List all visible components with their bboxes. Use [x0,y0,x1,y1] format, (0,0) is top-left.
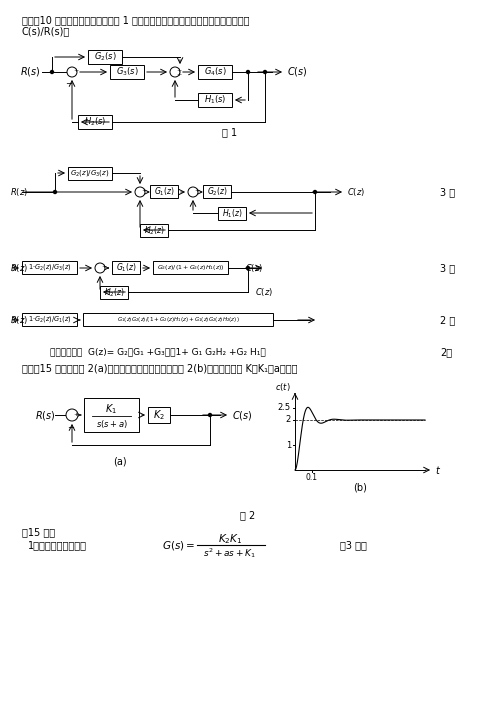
Text: $G_1(z)G_2(z)/(1+G_2(z)H_1(z)+G_1(z)G_2(z)H_2(z))$: $G_1(z)G_2(z)/(1+G_2(z)H_1(z)+G_1(z)G_2(… [117,315,240,324]
Text: $s(s+a)$: $s(s+a)$ [96,418,127,430]
Text: $t$: $t$ [435,464,441,476]
FancyBboxPatch shape [68,167,112,180]
Text: +: + [194,189,199,194]
Text: +: + [141,189,146,194]
Text: +: + [73,411,78,416]
FancyBboxPatch shape [203,185,231,198]
Text: $1⋅G_2(z)/G_1(z)$: $1⋅G_2(z)/G_1(z)$ [28,314,71,324]
Text: $K_2K_1$: $K_2K_1$ [218,532,242,546]
Text: $R(z)$: $R(z)$ [10,186,28,198]
Text: +: + [73,69,78,74]
Text: 3 分: 3 分 [440,263,455,273]
FancyBboxPatch shape [110,65,144,79]
Text: $H_2(s)$: $H_2(s)$ [84,116,106,128]
FancyBboxPatch shape [100,286,128,299]
FancyBboxPatch shape [198,93,232,107]
Circle shape [263,70,266,74]
FancyBboxPatch shape [112,261,140,274]
Text: +: + [176,72,181,77]
Text: $K_1$: $K_1$ [106,402,118,416]
FancyBboxPatch shape [153,261,228,274]
Circle shape [66,409,78,421]
Text: $C(z)$: $C(z)$ [347,186,365,198]
Circle shape [188,187,198,197]
FancyBboxPatch shape [148,407,170,423]
Text: 二、（15 分）设如图 2(a)所示系统的单位阶跃响应如图 2(b)所示，试确定 K、K₁和a的值。: 二、（15 分）设如图 2(a)所示系统的单位阶跃响应如图 2(b)所示，试确定… [22,363,298,373]
Circle shape [67,67,77,77]
FancyBboxPatch shape [218,207,246,220]
Circle shape [95,263,105,273]
Circle shape [208,413,211,416]
Text: C(s)/R(s)。: C(s)/R(s)。 [22,26,70,36]
Text: 2: 2 [286,416,291,425]
Text: 图 1: 图 1 [222,127,237,137]
Text: $C(z)$: $C(z)$ [245,262,263,274]
Text: $s^2 + as + K_1$: $s^2 + as + K_1$ [203,546,256,560]
Text: （3 分）: （3 分） [340,540,367,550]
FancyBboxPatch shape [78,115,112,129]
Text: 2 分: 2 分 [440,315,455,325]
Circle shape [51,70,54,74]
Text: $K_2$: $K_2$ [153,408,165,422]
Text: $G_3(s)$: $G_3(s)$ [116,66,138,78]
Text: （15 分）: （15 分） [22,527,55,537]
Text: +: + [176,69,181,74]
FancyBboxPatch shape [84,398,139,432]
FancyBboxPatch shape [22,261,77,274]
FancyBboxPatch shape [88,50,122,64]
Text: $G_2(z)/(1+G_2(z)H_1(z))$: $G_2(z)/(1+G_2(z)H_1(z))$ [157,263,224,272]
Text: $R(s)$: $R(s)$ [20,65,41,79]
Text: $G_1(z)$: $G_1(z)$ [154,185,175,198]
Text: 2分: 2分 [440,347,452,357]
Circle shape [247,267,249,270]
Circle shape [135,187,145,197]
FancyBboxPatch shape [22,313,77,326]
Text: $G(s) =$: $G(s) =$ [162,538,195,552]
Text: $H_2(z)$: $H_2(z)$ [104,286,124,299]
Text: $C(z)$: $C(z)$ [255,286,273,298]
Text: −: − [65,79,72,88]
Text: 图 2: 图 2 [241,510,255,520]
FancyBboxPatch shape [150,185,178,198]
FancyBboxPatch shape [140,224,168,237]
Text: 开环传递函数  G(z)= G₂（G₁ +G₃）（1+ G₁ G₂H₂ +G₂ H₁）: 开环传递函数 G(z)= G₂（G₁ +G₃）（1+ G₁ G₂H₂ +G₂ H… [50,347,266,356]
Text: $H_2(z)$: $H_2(z)$ [144,224,164,237]
Text: $C(s)$: $C(s)$ [232,409,252,421]
Text: $H_1(s)$: $H_1(s)$ [204,94,226,106]
Text: $H_1(z)$: $H_1(z)$ [222,207,243,220]
Text: 1: 1 [286,440,291,449]
Text: $G_2(z)/G_3(z)$: $G_2(z)/G_3(z)$ [70,168,110,178]
Text: $G_4(s)$: $G_4(s)$ [204,66,226,78]
Text: 0.1: 0.1 [306,473,318,482]
Text: $G_1(z)$: $G_1(z)$ [116,261,136,274]
Text: 一、（10 分）已知系统结构图如图 1 所示，试通过结构图等效变换求系统传递函数: 一、（10 分）已知系统结构图如图 1 所示，试通过结构图等效变换求系统传递函数 [22,15,249,25]
Text: (a): (a) [113,457,127,467]
Circle shape [54,190,57,194]
Text: +: + [101,265,106,270]
Text: $c(t)$: $c(t)$ [275,381,291,393]
Text: $R(z)$: $R(z)$ [10,314,28,326]
Text: 3 分: 3 分 [440,187,455,197]
Circle shape [247,70,249,74]
Text: $1⋅G_2(z)/G_3(z)$: $1⋅G_2(z)/G_3(z)$ [28,263,71,272]
Text: (b): (b) [353,482,367,492]
FancyBboxPatch shape [198,65,232,79]
Text: 2.5: 2.5 [278,403,291,412]
Text: $C(s)$: $C(s)$ [287,65,308,79]
Text: 1）闭环传递函数为：: 1）闭环传递函数为： [28,540,87,550]
Circle shape [170,67,180,77]
Text: $G_2(z)$: $G_2(z)$ [206,185,228,198]
Text: −: − [67,423,74,432]
Text: $R(s)$: $R(s)$ [35,409,56,421]
Text: $G_2(s)$: $G_2(s)$ [94,51,117,63]
FancyBboxPatch shape [83,313,273,326]
Circle shape [313,190,316,194]
Text: $R(z)$: $R(z)$ [10,262,28,274]
